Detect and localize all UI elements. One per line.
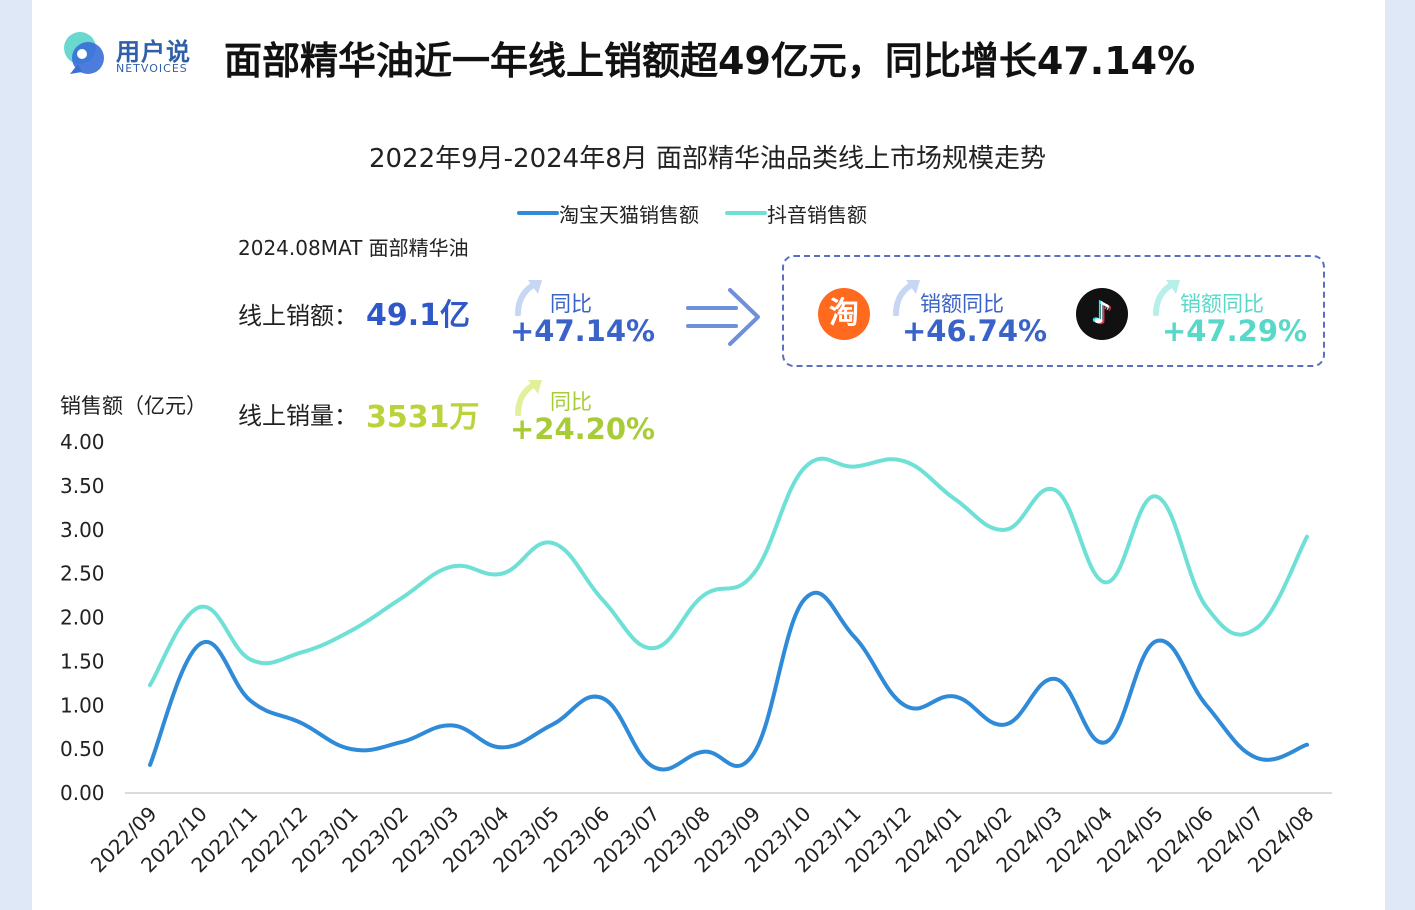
volume-label: 线上销量： bbox=[238, 402, 358, 430]
sales-growth-arrow-icon bbox=[515, 280, 542, 316]
y-tick-label: 1.50 bbox=[60, 649, 105, 673]
series-line-taobao-point bbox=[1003, 723, 1007, 727]
y-tick-label: 3.00 bbox=[60, 518, 105, 542]
series-line-douyin-point bbox=[249, 658, 253, 662]
series-line-taobao-point bbox=[500, 745, 504, 749]
series-line-taobao-point bbox=[400, 740, 404, 744]
brand-mark-icon bbox=[64, 32, 104, 74]
legend-label-taobao: 淘宝天猫销售额 bbox=[559, 202, 699, 227]
taobao-yoy-value: +46.74% bbox=[902, 314, 1048, 348]
douyin-logo-text: ♪ bbox=[1092, 296, 1112, 331]
series-line-douyin-point bbox=[148, 683, 152, 687]
y-tick-label: 4.00 bbox=[60, 430, 105, 454]
series-line-taobao-point bbox=[299, 721, 303, 725]
brand-logo: 用户说 NETVOICES bbox=[60, 26, 200, 82]
series-line-taobao-point bbox=[550, 723, 554, 727]
series-line-taobao-point bbox=[852, 635, 856, 639]
brand-name-cn: 用户说 bbox=[116, 38, 191, 66]
series-line-douyin-point bbox=[1003, 528, 1007, 532]
period-label: 2024.08MAT 面部精华油 bbox=[238, 236, 469, 260]
sales-yoy-value: +47.14% bbox=[510, 314, 656, 348]
y-tick-label: 2.50 bbox=[60, 562, 105, 586]
brand-name-en: NETVOICES bbox=[116, 62, 188, 75]
y-tick-label: 1.00 bbox=[60, 693, 105, 717]
y-tick-label: 0.00 bbox=[60, 781, 105, 805]
series-line-taobao-point bbox=[1053, 677, 1057, 681]
series-line-taobao-point bbox=[148, 763, 152, 767]
sales-yoy-label: 同比 bbox=[550, 292, 592, 316]
series-line-douyin-point bbox=[500, 572, 504, 576]
series-line-douyin-point bbox=[953, 497, 957, 501]
series-line-taobao-point bbox=[1255, 756, 1259, 760]
series-line-taobao-point bbox=[1204, 703, 1208, 707]
series-line-taobao-point bbox=[701, 750, 705, 754]
sales-label: 线上销额： bbox=[238, 302, 358, 330]
series-line-douyin-point bbox=[349, 629, 353, 633]
y-axis-label: 销售额（亿元） bbox=[60, 394, 207, 418]
series-line-douyin-point bbox=[400, 596, 404, 600]
legend-item-douyin: 抖音销售额 bbox=[725, 199, 867, 228]
douyin-growth-arrow-icon bbox=[1153, 280, 1180, 316]
volume-yoy-value: +24.20% bbox=[510, 412, 656, 446]
taobao-growth-arrow-icon bbox=[893, 280, 920, 316]
series-line-douyin-point bbox=[651, 646, 655, 650]
series-line-taobao-point bbox=[953, 694, 957, 698]
series-line-douyin bbox=[148, 456, 1309, 688]
taobao-logo-text: 淘 bbox=[829, 296, 859, 331]
double-arrow-right-icon bbox=[686, 288, 760, 346]
series-line-douyin-point bbox=[802, 466, 806, 470]
series-line-douyin-point bbox=[1255, 626, 1259, 630]
series-line-douyin-point bbox=[1104, 580, 1108, 584]
series-line-douyin-point bbox=[299, 651, 303, 655]
platform-growth-panel bbox=[782, 255, 1325, 367]
series-line-taobao-point bbox=[1305, 743, 1309, 747]
series-line-douyin-point bbox=[1053, 488, 1057, 492]
series-line-douyin-point bbox=[752, 572, 756, 576]
series-line-douyin-point bbox=[1305, 535, 1309, 539]
volume-value: 3531万 bbox=[366, 400, 480, 435]
series-line-douyin-point bbox=[852, 465, 856, 469]
series-line-taobao-point bbox=[651, 765, 655, 769]
y-tick-label: 0.50 bbox=[60, 737, 105, 761]
series-line-taobao-point bbox=[349, 747, 353, 751]
y-tick-label: 2.00 bbox=[60, 606, 105, 630]
volume-growth-arrow-icon bbox=[515, 380, 542, 416]
series-line-taobao-point bbox=[1154, 639, 1158, 643]
series-line-douyin-point bbox=[450, 565, 454, 569]
series-line-taobao-point bbox=[802, 598, 806, 602]
series-line-douyin-point bbox=[601, 598, 605, 602]
series-line-taobao-point bbox=[752, 752, 756, 756]
y-tick-label: 3.50 bbox=[60, 474, 105, 498]
taobao-yoy-label: 销额同比 bbox=[920, 292, 1004, 316]
series-line-taobao-point bbox=[249, 699, 253, 703]
series-line-taobao bbox=[148, 590, 1309, 772]
page-headline: 面部精华油近一年线上销额超49亿元，同比增长47.14% bbox=[224, 39, 1196, 83]
legend-swatch-taobao bbox=[517, 211, 559, 215]
report-card bbox=[32, 0, 1385, 910]
taobao-logo-icon: 淘 bbox=[818, 288, 870, 340]
legend-swatch-douyin bbox=[725, 211, 767, 215]
series-line-douyin-point bbox=[198, 605, 202, 609]
series-line-taobao-point bbox=[903, 703, 907, 707]
series-line-taobao-point bbox=[198, 642, 202, 646]
series-line-taobao-point bbox=[450, 723, 454, 727]
series-line-douyin-point bbox=[1154, 494, 1158, 498]
chart-title: 2022年9月-2024年8月 面部精华油品类线上市场规模走势 bbox=[368, 144, 1047, 174]
legend-item-taobao: 淘宝天猫销售额 bbox=[517, 199, 699, 228]
douyin-logo-icon: ♪ bbox=[1076, 288, 1128, 340]
chart-legend: 淘宝天猫销售额 抖音销售额 bbox=[517, 198, 893, 228]
series-line-douyin-point bbox=[903, 459, 907, 463]
series-line-taobao-point bbox=[601, 696, 605, 700]
series-line-douyin-point bbox=[550, 541, 554, 545]
volume-yoy-label: 同比 bbox=[550, 390, 592, 414]
legend-label-douyin: 抖音销售额 bbox=[767, 202, 867, 227]
sales-value: 49.1亿 bbox=[366, 298, 471, 333]
series-line-douyin-point bbox=[1204, 605, 1208, 609]
series-line-taobao-point bbox=[1104, 740, 1108, 744]
series-line-douyin-point bbox=[701, 594, 705, 598]
douyin-yoy-value: +47.29% bbox=[1162, 314, 1308, 348]
douyin-yoy-label: 销额同比 bbox=[1180, 292, 1264, 316]
